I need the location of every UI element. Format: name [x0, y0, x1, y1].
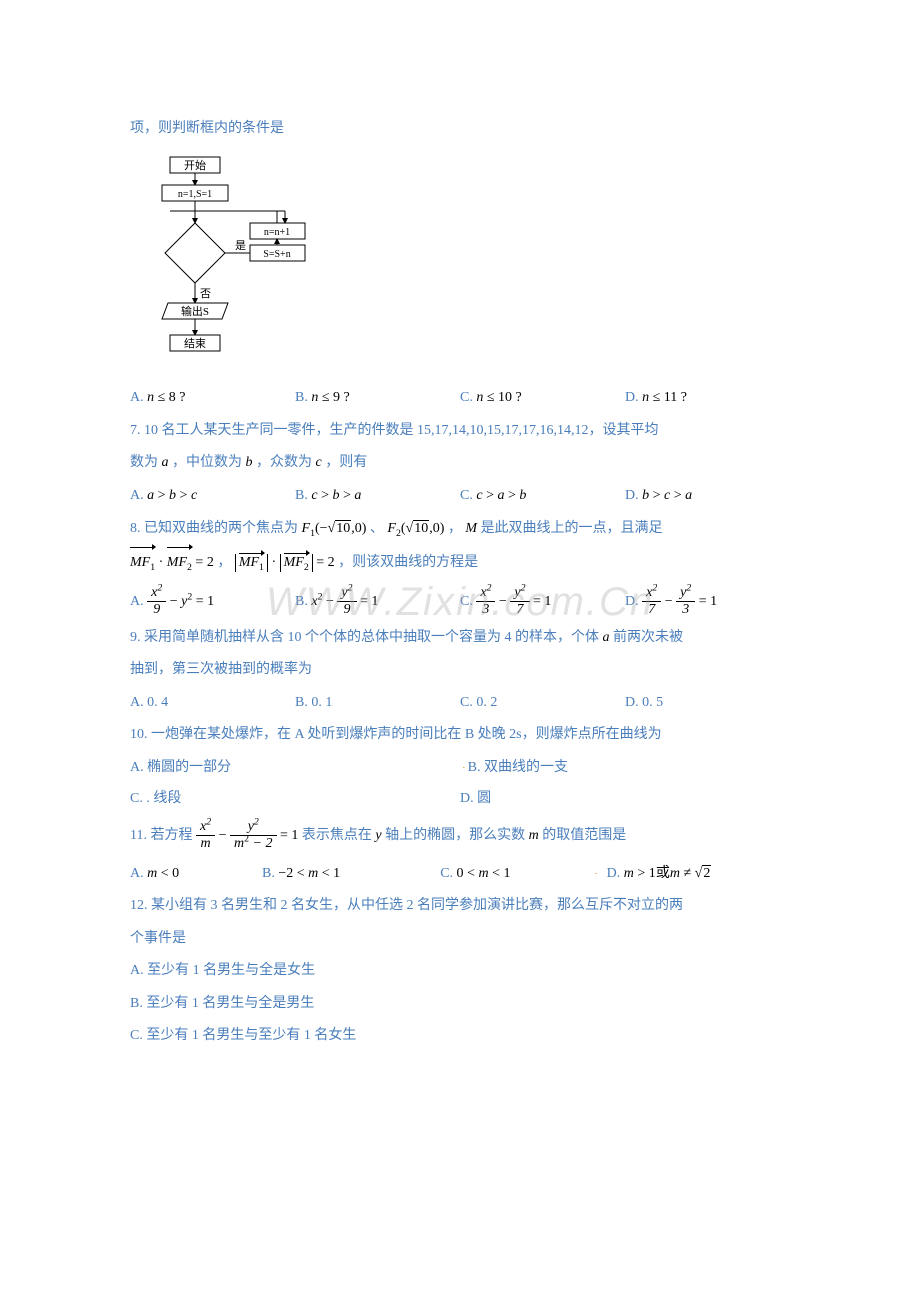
- q9-1a: 9. 采用简单随机抽样从含 10 个个体的总体中抽取一个容量为 4 的样本，个体: [130, 630, 599, 645]
- q12-l1: 12. 某小组有 3 名男生和 2 名女生，从中任选 2 名同学参加演讲比赛，那…: [130, 893, 790, 920]
- flow-out: 输出S: [181, 304, 209, 318]
- q6-A: A. n ≤ 8 ?: [130, 385, 295, 412]
- q11-A: A. m < 0: [130, 861, 262, 888]
- flow-yes: 是: [235, 239, 246, 252]
- q8-2a: ，: [217, 555, 231, 570]
- q7-C: C. c > a > b: [460, 483, 625, 510]
- q10-row1: A. 椭圆的一部分 ·B. 双曲线的一支: [130, 755, 790, 782]
- q6-C: C. n ≤ 10 ?: [460, 385, 625, 412]
- flow-inc1: n=n+1: [264, 227, 290, 238]
- q12-B: B. 至少有 1 名男生与全是男生: [130, 991, 790, 1018]
- flow-start: 开始: [184, 158, 206, 172]
- flowchart-svg: 开始 n=1,S=1 是 n=n+1 S=S+n 否 输出S 结束: [140, 155, 320, 365]
- q11-1a: 11. 若方程: [130, 828, 192, 843]
- q6-options: A. n ≤ 8 ? B. n ≤ 9 ? C. n ≤ 10 ? D. n ≤…: [130, 385, 790, 412]
- q10-text: 10. 一炮弹在某处爆炸，在 A 处听到爆炸声的时间比在 B 处晚 2s，则爆炸…: [130, 722, 790, 749]
- q10-D: D. 圆: [460, 786, 790, 813]
- q9-1b: 前两次未被: [613, 630, 683, 645]
- q8-1b: 、: [370, 521, 384, 536]
- q12-A: A. 至少有 1 名男生与全是女生: [130, 958, 790, 985]
- q12-C: C. 至少有 1 名男生与至少有 1 名女生: [130, 1023, 790, 1050]
- q11-1d: 的取值范围是: [542, 828, 626, 843]
- q9-line1: 9. 采用简单随机抽样从含 10 个个体的总体中抽取一个容量为 4 的样本，个体…: [130, 625, 790, 652]
- q10-B: ·B. 双曲线的一支: [460, 755, 790, 782]
- q7-l2d: ，则有: [325, 455, 367, 470]
- q12-l2: 个事件是: [130, 926, 790, 953]
- q10-row2: C. . 线段 D. 圆: [130, 786, 790, 813]
- q8-B: B. x2 − y29 = 1: [295, 585, 460, 619]
- q7-line2: 数为 a ，中位数为 b ，众数为 c ，则有: [130, 450, 790, 477]
- q8-options: WWW.Zixin.com.Cn A. x29 − y2 = 1 B. x2 −…: [130, 585, 790, 619]
- q10-A: A. 椭圆的一部分: [130, 755, 460, 782]
- q11-C: C. 0 < m < 1: [440, 861, 592, 888]
- q6-B: B. n ≤ 9 ?: [295, 385, 460, 412]
- q11-line1: 11. 若方程 x2m − y2m2 − 2 = 1 表示焦点在 y 轴上的椭圆…: [130, 818, 790, 854]
- exam-page: 项，则判断框内的条件是 开始 n=1,S=1 是 n=n+1 S=S+n: [0, 0, 920, 1116]
- q8-1a: 8. 已知双曲线的两个焦点为: [130, 521, 298, 536]
- q11-B: B. −2 < m < 1: [262, 861, 440, 888]
- q7-l2a: 数为: [130, 455, 158, 470]
- q8-C: C. x23 − y27 = 1: [460, 585, 625, 619]
- q6-D: D. n ≤ 11 ?: [625, 385, 790, 412]
- q9-A: A. 0. 4: [130, 690, 295, 717]
- q11-1b: 表示焦点在: [302, 828, 372, 843]
- q10-C: C. . 线段: [130, 786, 460, 813]
- q8-A: A. x29 − y2 = 1: [130, 585, 295, 619]
- flow-inc2: S=S+n: [263, 249, 290, 260]
- q9-C: C. 0. 2: [460, 690, 625, 717]
- q8-2b: ，则该双曲线的方程是: [338, 555, 478, 570]
- q8-D: D. x27 − y23 = 1: [625, 585, 790, 619]
- q11-1c: 轴上的椭圆，那么实数: [385, 828, 525, 843]
- q8-line2: MF1 · MF2 = 2 ， MF1 · MF2 = 2 ，则该双曲线的方程是: [130, 548, 790, 579]
- q7-options: A. a > b > c B. c > b > a C. c > a > b D…: [130, 483, 790, 510]
- q7-D: D. b > c > a: [625, 483, 790, 510]
- q7-A: A. a > b > c: [130, 483, 295, 510]
- q7-l2c: ，众数为: [256, 455, 312, 470]
- q11-D: · D. m > 1或m ≠ √2: [592, 861, 790, 888]
- q9-D: D. 0. 5: [625, 690, 790, 717]
- intro-text: 项，则判断框内的条件是: [130, 116, 790, 143]
- q9-B: B. 0. 1: [295, 690, 460, 717]
- q8-1d: 是此双曲线上的一点，且满足: [481, 521, 663, 536]
- q11-options: A. m < 0 B. −2 < m < 1 C. 0 < m < 1 · D.…: [130, 861, 790, 888]
- q7-B: B. c > b > a: [295, 483, 460, 510]
- flow-no: 否: [200, 288, 211, 300]
- q9-line2: 抽到，第三次被抽到的概率为: [130, 657, 790, 684]
- flow-end: 结束: [184, 337, 206, 350]
- q7-line1: 7. 10 名工人某天生产同一零件，生产的件数是 15,17,14,10,15,…: [130, 418, 790, 445]
- q9-options: A. 0. 4 B. 0. 1 C. 0. 2 D. 0. 5: [130, 690, 790, 717]
- q10-B-t: B. 双曲线的一支: [468, 760, 568, 775]
- q8-line1: 8. 已知双曲线的两个焦点为 F1(−√10,0) 、 F2(√10,0) ， …: [130, 516, 790, 543]
- flow-init: n=1,S=1: [178, 189, 212, 200]
- q7-l2b: ，中位数为: [172, 455, 242, 470]
- q8-1c: ，: [448, 521, 462, 536]
